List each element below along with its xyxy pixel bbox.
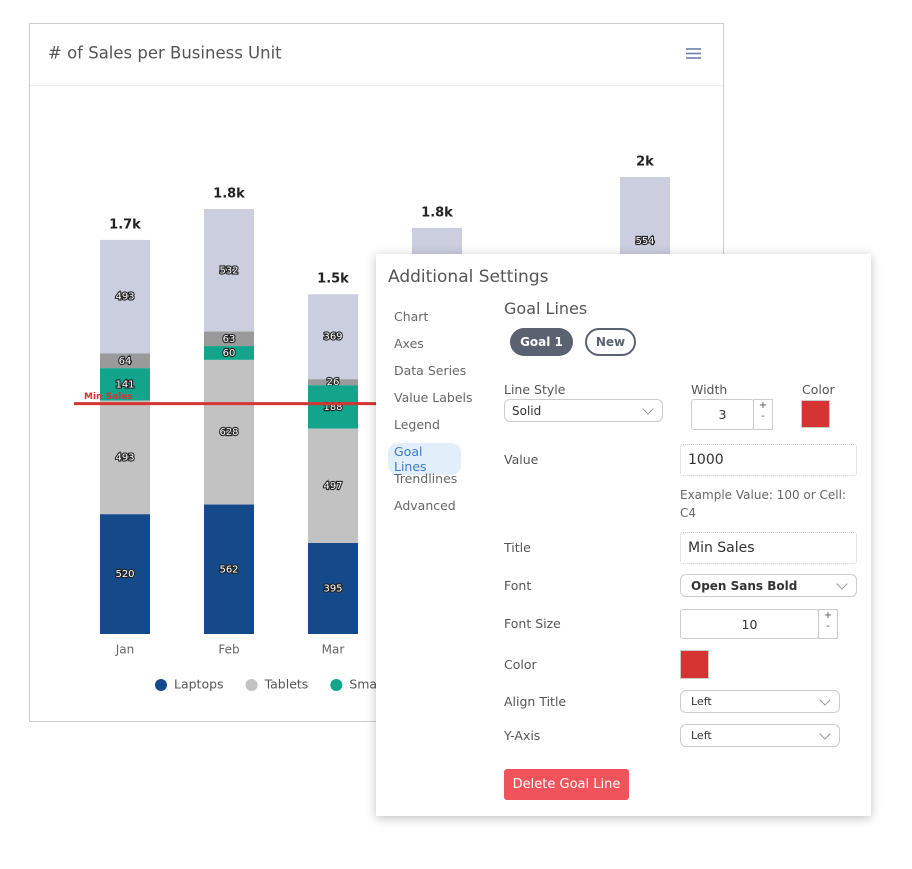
field-label: Align Title (504, 694, 567, 709)
segment-label: 63 (223, 334, 236, 345)
goal-title: Min Sales (84, 392, 133, 402)
x-tick-label: Feb (218, 643, 239, 657)
y-axis-select[interactable]: Left (680, 724, 840, 747)
bar-segment (100, 353, 150, 369)
bar-segment (204, 346, 254, 360)
settings-panel: Additional Settings Chart Axes Data Series… (376, 254, 871, 816)
total-label: 2k (636, 155, 654, 170)
line-color-swatch[interactable] (801, 400, 830, 428)
select-value: Solid (512, 403, 542, 418)
field-label: Color (802, 382, 835, 397)
input-value: Min Sales (688, 540, 755, 556)
select-value: Left (691, 729, 712, 742)
bar-segment (100, 368, 150, 401)
segment-label: 628 (219, 427, 238, 438)
goal-tab[interactable]: Goal 1 (510, 328, 573, 356)
segment-label: 497 (323, 481, 342, 492)
nav-item[interactable]: Goal Lines (388, 443, 461, 475)
field-label: Color (504, 657, 537, 672)
bar-segment (100, 514, 150, 634)
input-value: 1000 (688, 452, 724, 468)
nav-item[interactable]: Value Labels (394, 390, 473, 405)
segment-label: 493 (115, 452, 134, 463)
delete-button[interactable]: Delete Goal Line (504, 769, 629, 800)
segment-label: 369 (323, 332, 342, 343)
field-label: Font Size (504, 616, 561, 631)
bar-segment (308, 385, 358, 429)
legend-label: Tablets (264, 677, 309, 692)
value-input[interactable]: 1000 (680, 444, 857, 476)
field-label: Line Style (504, 382, 566, 397)
x-tick-label: Mar (322, 643, 345, 657)
width-spinner[interactable]: + - (753, 399, 773, 430)
field-label: Font (504, 578, 532, 593)
menu-icon[interactable] (686, 48, 701, 59)
bar-segment (204, 359, 254, 505)
font-select[interactable]: Open Sans Bold (680, 574, 857, 597)
field-label: Value (504, 452, 539, 467)
bar-segment (204, 331, 254, 347)
segment-label: 60 (223, 348, 236, 359)
segment-label: 493 (115, 292, 134, 303)
nav-item[interactable]: Trendlines (394, 471, 458, 486)
total-label: 1.5k (317, 272, 349, 287)
legend-label: Laptops (174, 677, 224, 692)
font-size-spinner[interactable]: + - (818, 609, 838, 639)
total-label: 1.7k (109, 217, 141, 232)
segment-label: 554 (635, 236, 654, 247)
bar-segment (100, 400, 150, 515)
legend-marker (245, 679, 258, 691)
field-label: Width (691, 382, 728, 397)
font-size-input[interactable]: 10 (680, 609, 819, 639)
bar-segment (204, 504, 254, 634)
select-value: Open Sans Bold (691, 578, 798, 593)
bar-segment (100, 239, 150, 354)
bar-segment (308, 543, 358, 634)
font-color-swatch[interactable] (680, 650, 709, 679)
new-goal-button[interactable]: New (585, 328, 636, 356)
legend-marker (330, 679, 343, 691)
input-value: 10 (741, 616, 758, 632)
segment-label: 562 (219, 564, 238, 575)
legend-marker (155, 679, 167, 691)
legend-label: Smar (349, 677, 383, 692)
line-style-select[interactable]: Solid (504, 399, 663, 422)
segment-label: 141 (115, 379, 134, 390)
segment-label: 520 (115, 569, 134, 580)
section-heading: Goal Lines (504, 299, 588, 318)
input-value: 3 (718, 407, 727, 422)
align-select[interactable]: Left (680, 690, 840, 713)
panel-title: Additional Settings (388, 267, 549, 287)
nav-item[interactable]: Legend (394, 417, 440, 432)
bar-segment (308, 294, 358, 380)
width-input[interactable]: 3 (691, 399, 754, 430)
x-tick-label: Jan (115, 643, 135, 657)
value-hint: Example Value: 100 or Cell: C4 (680, 488, 846, 520)
total-label: 1.8k (421, 205, 453, 220)
nav-item[interactable]: Data Series (394, 363, 467, 378)
chart-title: # of Sales per Business Unit (48, 44, 282, 63)
total-label: 1.8k (213, 187, 245, 202)
bar-segment (204, 209, 254, 332)
field-label: Title (504, 540, 531, 555)
nav-item[interactable]: Axes (394, 336, 424, 351)
select-value: Left (691, 695, 712, 708)
nav-item[interactable]: Advanced (394, 498, 456, 513)
bar-segment (308, 428, 358, 544)
title-input[interactable]: Min Sales (680, 532, 857, 564)
segment-label: 532 (219, 265, 238, 276)
bar-segment (308, 379, 358, 386)
nav-item[interactable]: Chart (394, 309, 429, 324)
segment-label: 64 (119, 356, 132, 367)
field-label: Y-Axis (504, 728, 541, 743)
segment-label: 395 (323, 584, 342, 595)
